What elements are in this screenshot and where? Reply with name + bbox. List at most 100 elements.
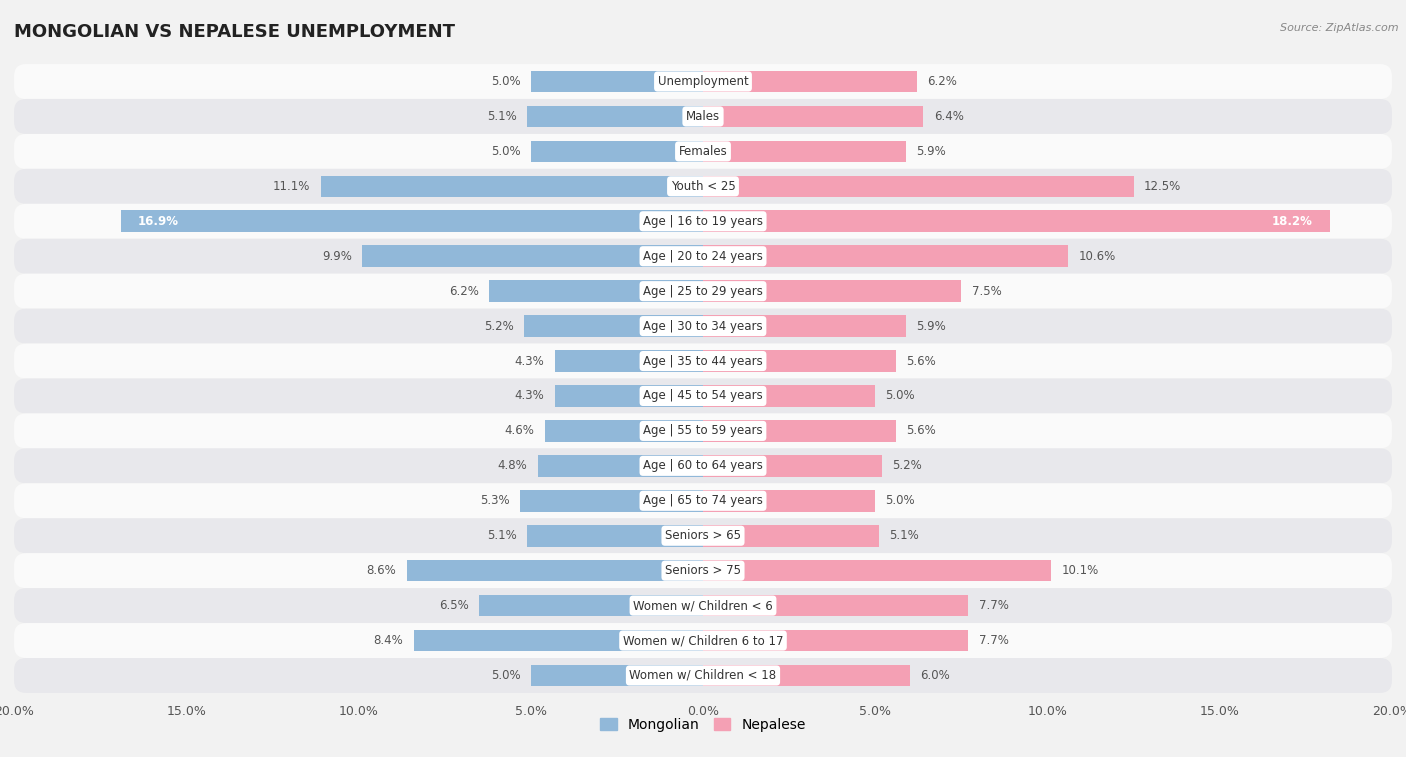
Text: 16.9%: 16.9% — [138, 215, 179, 228]
FancyBboxPatch shape — [14, 588, 1392, 623]
Bar — [489, 280, 703, 302]
Text: 5.1%: 5.1% — [889, 529, 918, 542]
Bar — [703, 141, 907, 162]
Bar — [361, 245, 703, 267]
Text: Age | 25 to 29 years: Age | 25 to 29 years — [643, 285, 763, 298]
Bar — [531, 141, 703, 162]
Text: Unemployment: Unemployment — [658, 75, 748, 88]
FancyBboxPatch shape — [14, 483, 1392, 519]
Text: 8.4%: 8.4% — [374, 634, 404, 647]
Text: 4.8%: 4.8% — [498, 459, 527, 472]
Text: 5.1%: 5.1% — [488, 529, 517, 542]
Text: Age | 65 to 74 years: Age | 65 to 74 years — [643, 494, 763, 507]
FancyBboxPatch shape — [14, 658, 1392, 693]
Text: 7.5%: 7.5% — [972, 285, 1001, 298]
Bar — [703, 70, 917, 92]
Text: 6.0%: 6.0% — [920, 669, 950, 682]
FancyBboxPatch shape — [14, 274, 1392, 309]
Bar — [531, 70, 703, 92]
Text: 10.1%: 10.1% — [1062, 564, 1098, 577]
Legend: Mongolian, Nepalese: Mongolian, Nepalese — [595, 712, 811, 737]
Text: Age | 60 to 64 years: Age | 60 to 64 years — [643, 459, 763, 472]
Text: 6.5%: 6.5% — [439, 599, 468, 612]
FancyBboxPatch shape — [14, 378, 1392, 413]
Bar — [413, 630, 703, 651]
Bar — [544, 420, 703, 442]
Text: 5.0%: 5.0% — [491, 145, 520, 158]
FancyBboxPatch shape — [14, 553, 1392, 588]
Bar — [703, 665, 910, 687]
Text: 5.1%: 5.1% — [488, 110, 517, 123]
Bar — [703, 245, 1069, 267]
FancyBboxPatch shape — [14, 99, 1392, 134]
Text: Age | 30 to 34 years: Age | 30 to 34 years — [643, 319, 763, 332]
Bar — [703, 385, 875, 407]
Text: 9.9%: 9.9% — [322, 250, 352, 263]
Text: 6.2%: 6.2% — [927, 75, 956, 88]
FancyBboxPatch shape — [14, 413, 1392, 448]
Bar — [703, 490, 875, 512]
FancyBboxPatch shape — [14, 64, 1392, 99]
Text: 5.2%: 5.2% — [893, 459, 922, 472]
Text: Males: Males — [686, 110, 720, 123]
FancyBboxPatch shape — [14, 519, 1392, 553]
Text: Females: Females — [679, 145, 727, 158]
FancyBboxPatch shape — [14, 204, 1392, 238]
Text: Age | 20 to 24 years: Age | 20 to 24 years — [643, 250, 763, 263]
Bar — [703, 595, 969, 616]
Text: 7.7%: 7.7% — [979, 634, 1008, 647]
Bar — [524, 315, 703, 337]
Text: Women w/ Children < 6: Women w/ Children < 6 — [633, 599, 773, 612]
Text: Seniors > 65: Seniors > 65 — [665, 529, 741, 542]
Bar — [527, 106, 703, 127]
Bar — [406, 560, 703, 581]
Text: 10.6%: 10.6% — [1078, 250, 1116, 263]
Text: 5.0%: 5.0% — [491, 669, 520, 682]
Text: 5.6%: 5.6% — [907, 425, 936, 438]
Text: Age | 55 to 59 years: Age | 55 to 59 years — [643, 425, 763, 438]
Bar — [703, 176, 1133, 197]
Text: 5.9%: 5.9% — [917, 319, 946, 332]
FancyBboxPatch shape — [14, 134, 1392, 169]
Text: MONGOLIAN VS NEPALESE UNEMPLOYMENT: MONGOLIAN VS NEPALESE UNEMPLOYMENT — [14, 23, 456, 41]
Bar — [703, 525, 879, 547]
Bar — [531, 665, 703, 687]
Text: 11.1%: 11.1% — [273, 180, 311, 193]
Text: 4.6%: 4.6% — [505, 425, 534, 438]
Bar — [703, 280, 962, 302]
Text: 5.0%: 5.0% — [491, 75, 520, 88]
Text: 5.0%: 5.0% — [886, 389, 915, 403]
Bar — [479, 595, 703, 616]
Text: 6.2%: 6.2% — [450, 285, 479, 298]
Text: 12.5%: 12.5% — [1144, 180, 1181, 193]
Bar — [703, 420, 896, 442]
FancyBboxPatch shape — [14, 169, 1392, 204]
Bar — [703, 560, 1050, 581]
Text: Age | 16 to 19 years: Age | 16 to 19 years — [643, 215, 763, 228]
Text: 5.3%: 5.3% — [481, 494, 510, 507]
Bar — [703, 106, 924, 127]
Bar — [555, 385, 703, 407]
Text: 18.2%: 18.2% — [1272, 215, 1313, 228]
Text: Age | 45 to 54 years: Age | 45 to 54 years — [643, 389, 763, 403]
Bar — [121, 210, 703, 232]
Text: 7.7%: 7.7% — [979, 599, 1008, 612]
FancyBboxPatch shape — [14, 309, 1392, 344]
Bar — [703, 630, 969, 651]
FancyBboxPatch shape — [14, 448, 1392, 483]
Bar — [703, 210, 1330, 232]
Bar — [520, 490, 703, 512]
Text: Seniors > 75: Seniors > 75 — [665, 564, 741, 577]
Bar — [703, 350, 896, 372]
Text: 5.2%: 5.2% — [484, 319, 513, 332]
Bar — [527, 525, 703, 547]
Text: Source: ZipAtlas.com: Source: ZipAtlas.com — [1281, 23, 1399, 33]
Text: 5.9%: 5.9% — [917, 145, 946, 158]
Text: 5.0%: 5.0% — [886, 494, 915, 507]
Bar — [555, 350, 703, 372]
Text: 8.6%: 8.6% — [367, 564, 396, 577]
FancyBboxPatch shape — [14, 623, 1392, 658]
Text: 6.4%: 6.4% — [934, 110, 963, 123]
FancyBboxPatch shape — [14, 344, 1392, 378]
Bar — [703, 455, 882, 477]
